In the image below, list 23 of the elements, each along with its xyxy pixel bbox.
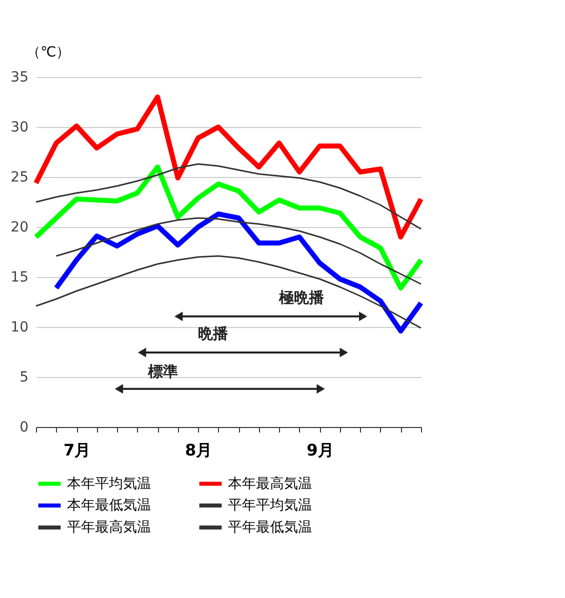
x-tick-label: 8月 [185, 440, 212, 460]
legend-label: 平年最高気温 [67, 520, 151, 536]
y-tick-label: 0 [20, 420, 28, 436]
y-tick-label: 30 [10, 120, 28, 136]
y-tick-label: 15 [10, 270, 28, 286]
legend-label: 本年最高気温 [228, 476, 312, 492]
annotation: 晩播 [198, 324, 230, 343]
x-tick-label: 7月 [63, 440, 91, 460]
x-tick-label: 9月 [306, 440, 334, 460]
y-tick-label: 5 [20, 370, 28, 386]
y-tick-label: 20 [10, 220, 28, 236]
legend-label: 平年最低気温 [228, 520, 312, 536]
legend-label: 本年平均気温 [67, 476, 151, 492]
y-tick-label: 35 [10, 70, 28, 86]
annotation: 標準 [147, 362, 178, 381]
y-axis-title: （℃） [26, 44, 70, 60]
y-tick-label: 10 [10, 320, 28, 336]
annotation: 極晩播 [278, 288, 326, 306]
legend-label: 平年平均気温 [228, 498, 312, 514]
legend-label: 本年最低気温 [67, 498, 151, 514]
line-series [56, 217, 422, 285]
line-series [35, 163, 422, 230]
y-tick-label: 25 [10, 170, 28, 186]
